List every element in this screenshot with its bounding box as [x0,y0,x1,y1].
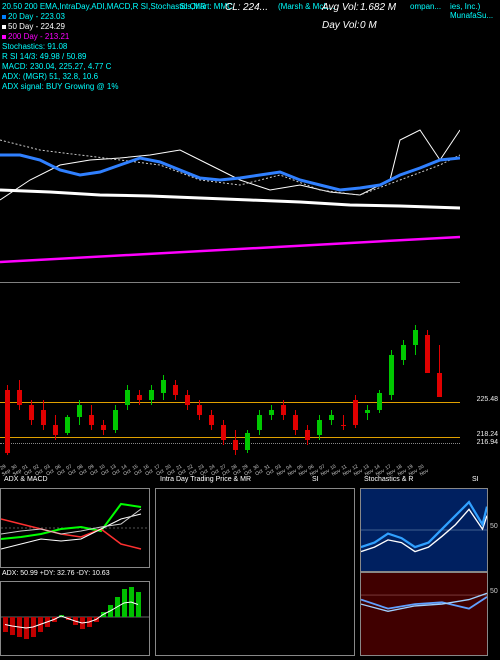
intraday-panel [155,488,355,656]
candlestick-chart [0,285,460,460]
price-level-label: 216.94 [477,439,498,446]
stoch-tick-50b: 50 [490,588,498,595]
price-level-label: 218.24 [477,431,498,438]
stochastics-top-panel [360,488,488,572]
main-price-chart [0,0,460,280]
macd-panel [0,581,150,656]
adx-macd-label: ADX & MACD [2,476,50,483]
stochastics-bottom-panel [360,572,488,656]
adx-panel [0,488,150,568]
bottom-indicator-row: ADX & MACD Intra Day Trading Price & MR … [0,478,500,660]
date-axis: 29 Sep30 Sep01 Oct02 Oct03 Oct06 Oct07 O… [0,462,460,474]
divider [0,282,460,283]
stoch-tick-50a: 50 [490,523,498,530]
price-level-label: 225.48 [477,396,498,403]
stoch-label-r: SI [470,476,481,483]
intra-label: Intra Day Trading Price & MR [158,476,253,483]
adx-readout: ADX: 50.99 +DY: 32.76 -DY: 10.63 [2,570,110,577]
intra-label-r: SI [310,476,321,483]
stoch-label: Stochastics & R [362,476,415,483]
